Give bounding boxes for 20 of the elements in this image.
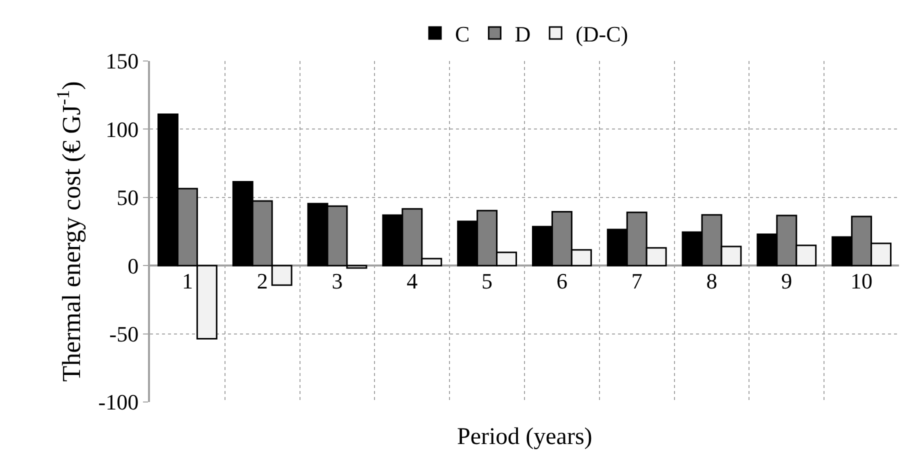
y-tick-label: -50 bbox=[109, 322, 139, 346]
y-tick-label: 50 bbox=[116, 185, 139, 210]
y-tick-label: 0 bbox=[128, 253, 139, 278]
x-tick-label: 10 bbox=[850, 268, 873, 294]
legend-label: C bbox=[455, 22, 470, 47]
y-tick-label: 150 bbox=[106, 48, 139, 74]
x-tick-label: 1 bbox=[182, 268, 193, 294]
x-tick-label: 6 bbox=[556, 268, 568, 294]
x-tick-label: 7 bbox=[631, 268, 642, 294]
y-tick-label: -100 bbox=[98, 390, 139, 415]
y-tick-label: 100 bbox=[106, 116, 139, 142]
x-tick-label: 2 bbox=[256, 268, 268, 294]
x-tick-label: 3 bbox=[332, 268, 343, 294]
x-tick-label: 9 bbox=[781, 268, 792, 294]
x-tick-label: 5 bbox=[482, 268, 493, 294]
x-tick-label: 4 bbox=[406, 268, 418, 294]
x-tick-label: 8 bbox=[706, 268, 718, 294]
legend-label: D bbox=[514, 22, 531, 47]
legend-label: (D-C) bbox=[576, 22, 628, 47]
x-axis-title: Period (years) bbox=[457, 424, 592, 450]
